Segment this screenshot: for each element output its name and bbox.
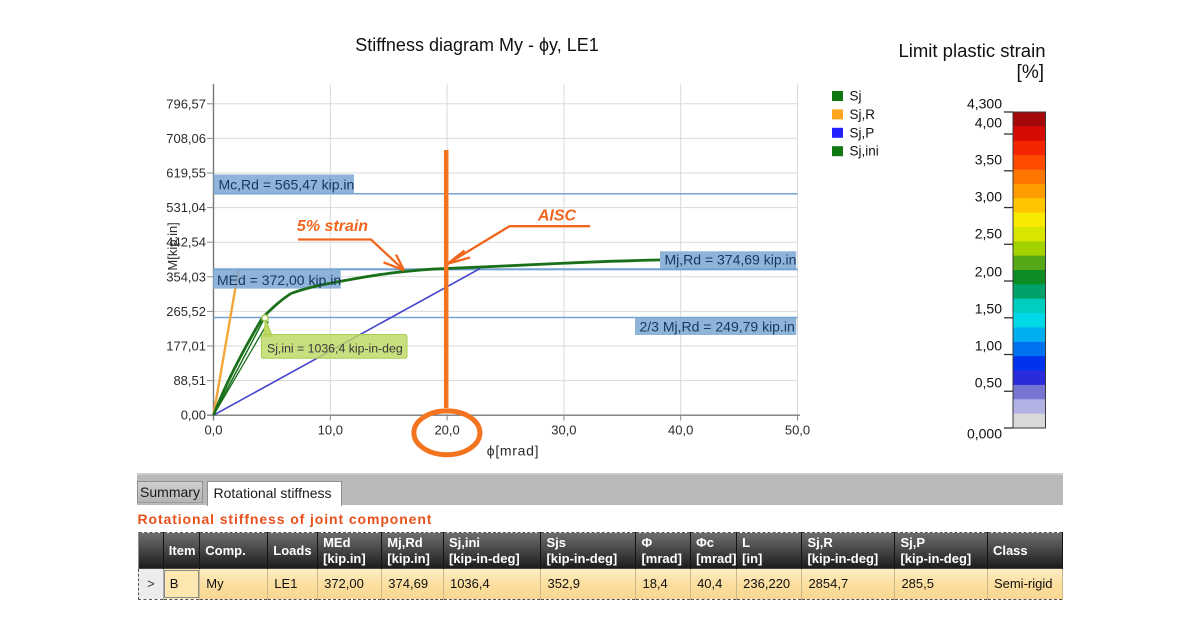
svg-text:0,50: 0,50 [975,375,1002,391]
svg-text:Mc,Rd = 565,47 kip.in: Mc,Rd = 565,47 kip.in [219,177,355,193]
svg-text:AISC: AISC [537,208,577,225]
svg-text:40,0: 40,0 [668,423,693,438]
svg-text:Stiffness diagram My - ϕy, LE1: Stiffness diagram My - ϕy, LE1 [355,35,599,55]
svg-text:88,51: 88,51 [173,373,206,388]
svg-text:796,57: 796,57 [166,96,206,111]
svg-text:177,01: 177,01 [166,339,206,354]
svg-text:708,06: 708,06 [166,131,206,146]
svg-text:265,52: 265,52 [166,304,206,319]
svg-text:442,54: 442,54 [166,235,206,250]
svg-text:2/3 Mj,Rd = 249,79 kip.in: 2/3 Mj,Rd = 249,79 kip.in [640,318,795,334]
svg-text:ϕ[mrad]: ϕ[mrad] [487,443,539,459]
svg-text:5% strain: 5% strain [297,218,368,235]
svg-text:Sj,ini: Sj,ini [850,144,879,159]
svg-text:0,000: 0,000 [967,426,1002,442]
svg-text:Mj,Rd = 374,69 kip.in: Mj,Rd = 374,69 kip.in [665,252,797,268]
svg-text:[%]: [%] [1017,62,1044,83]
svg-text:4,300: 4,300 [967,96,1002,112]
svg-text:619,55: 619,55 [166,166,206,181]
svg-text:2,50: 2,50 [975,226,1002,242]
svg-text:30,0: 30,0 [551,423,576,438]
svg-text:10,0: 10,0 [318,423,343,438]
svg-text:3,50: 3,50 [975,152,1002,168]
svg-text:Sj,P: Sj,P [850,125,875,140]
svg-text:0,00: 0,00 [181,408,206,423]
svg-text:354,03: 354,03 [166,269,206,284]
svg-text:531,04: 531,04 [166,200,206,215]
svg-text:1,00: 1,00 [975,338,1002,354]
svg-text:20,0: 20,0 [434,423,459,438]
svg-text:MEd = 372,00 kip.in: MEd = 372,00 kip.in [217,272,341,288]
svg-text:Sj: Sj [850,89,862,104]
svg-text:4,00: 4,00 [975,115,1002,131]
svg-text:0,0: 0,0 [204,423,222,438]
svg-text:Sj,R: Sj,R [850,107,876,122]
svg-text:M[kip.in]: M[kip.in] [165,222,180,270]
svg-text:Sj,ini = 1036,4 kip-in-deg: Sj,ini = 1036,4 kip-in-deg [267,341,403,355]
svg-text:50,0: 50,0 [785,423,810,438]
svg-text:3,00: 3,00 [975,189,1002,205]
svg-text:2,00: 2,00 [975,264,1002,280]
svg-text:1,50: 1,50 [975,301,1002,317]
svg-text:Limit plastic strain: Limit plastic strain [898,40,1045,61]
